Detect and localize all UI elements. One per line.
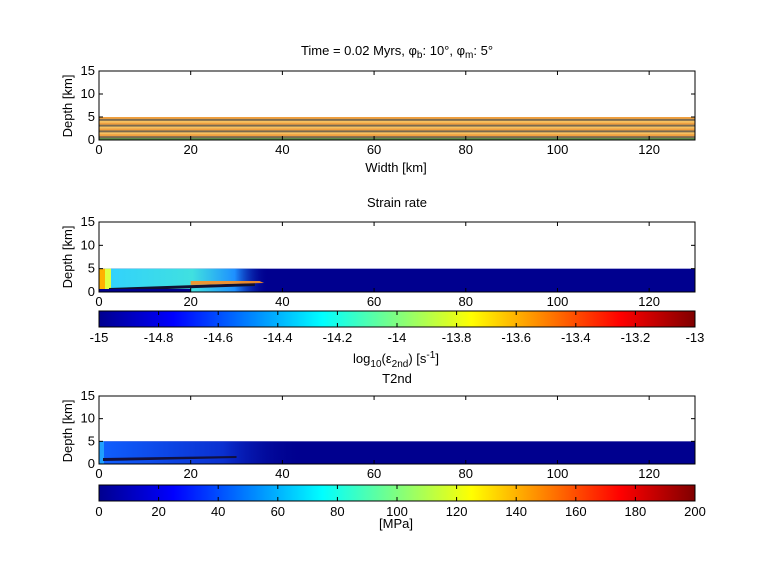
basal-layer [99,138,695,140]
y-tick-label: 10 [81,237,95,252]
y-tick-label: 10 [81,411,95,426]
y-tick-label: 5 [88,109,95,124]
x-tick-label: 80 [459,294,473,309]
x-tick-label: 60 [367,142,381,157]
x-tick-label: 120 [638,294,660,309]
x-tick-label: 80 [459,142,473,157]
colorbar-tick-label: -13.4 [561,330,591,345]
y-tick-label: 0 [88,284,95,299]
colorbar-tick-label: -14.6 [203,330,233,345]
x-tick-label: 40 [275,142,289,157]
x-tick-label: 100 [547,142,569,157]
layer-band [99,117,695,120]
colorbar-tick-label: 140 [505,504,527,519]
colorbar-tick-label: -13.2 [621,330,651,345]
colorbar-tick-label: -15 [90,330,109,345]
colorbar-tick-label: 0 [95,504,102,519]
layer-band [99,122,695,126]
y-tick-label: 15 [81,388,95,403]
colorbar-tick-label: -13.8 [442,330,472,345]
layer-band [99,120,695,124]
x-tick-label: 0 [95,294,102,309]
colorbar-tick-label: -14.8 [144,330,174,345]
panel-3-title: T2nd [382,371,412,386]
stress-left-edge [99,441,104,464]
colorbar-tick-label: 20 [151,504,165,519]
x-tick-label: 120 [638,466,660,481]
x-tick-label: 0 [95,466,102,481]
panel-t2nd: T2nd 0 20 40 60 80 100 120 0 5 10 15 Depth [km] 0 2… [60,371,706,531]
strain-rate-colorbar-label: log10(ε2nd) [s-1] [353,350,439,370]
axes-frame [98,395,696,465]
y-tick-label: 5 [88,433,95,448]
x-tick-label: 20 [183,142,197,157]
y-tick-label: 5 [88,261,95,276]
layer-band [99,130,695,133]
colorbar-tick-label: -13 [686,330,705,345]
layer-band [99,118,695,122]
panel-strain-rate: Strain rate 0 20 40 60 80 100 120 0 5 10 15 Depth … [60,195,704,370]
layer-band [99,134,695,137]
y-tick-label: 10 [81,86,95,101]
layer-band [99,132,695,135]
layer-band [99,124,695,128]
colorbar-tick-label: 160 [565,504,587,519]
stress-band [103,456,237,461]
strain-left-edge [99,268,105,292]
t2nd-colorbar-label: [MPa] [379,516,413,531]
panel-2-ylabel: Depth [km] [60,226,75,289]
y-tick-label: 0 [88,456,95,471]
layer-band [99,136,695,139]
colorbar-tick-label: 60 [271,504,285,519]
y-tick-label: 15 [81,214,95,229]
colorbar-tick-label: -13.6 [501,330,531,345]
x-tick-label: 40 [275,466,289,481]
strain-base [99,289,191,292]
colorbar-tick-label: -14.4 [263,330,293,345]
panel-1-xlabel: Width [km] [365,160,426,175]
x-tick-label: 120 [638,142,660,157]
x-tick-label: 40 [275,294,289,309]
strain-rate-colorbar: -15 -14.8 -14.6 -14.4 -14.2 -14 -13.8 -13.6 -13.… [90,310,705,345]
axes-frame [98,70,696,141]
colorbar-tick-label: 120 [446,504,468,519]
colorbar-tick-label: 40 [211,504,225,519]
layer-band [99,126,695,129]
x-tick-label: 20 [183,466,197,481]
colorbar-tick-label: 180 [625,504,647,519]
strain-hot-streak [190,281,265,285]
t2nd-colorbar: 0 20 40 60 80 100 120 140 160 180 200 [95,484,706,519]
panel-1-ylabel: Depth [km] [60,75,75,138]
layer-field [99,117,695,141]
x-tick-label: 100 [547,294,569,309]
x-tick-label: 80 [459,466,473,481]
colorbar-tick-label: -14 [388,330,407,345]
y-tick-label: 15 [81,63,95,78]
t2nd-field [99,441,695,464]
axes-frame [98,221,696,293]
x-tick-label: 0 [95,142,102,157]
x-tick-label: 60 [367,466,381,481]
strain-rate-field [99,268,695,292]
colorbar-tick-label: 200 [684,504,706,519]
panel-layers: Time = 0.02 Myrs, φb: 10°, φm: 5° 0 20 40 6… [60,43,696,175]
x-tick-label: 60 [367,294,381,309]
colorbar-tick-label: -14.2 [323,330,353,345]
colorbar-tick-label: 80 [330,504,344,519]
x-tick-label: 20 [183,294,197,309]
panel-3-ylabel: Depth [km] [60,400,75,463]
x-tick-label: 100 [547,466,569,481]
stress-wedge [99,441,306,464]
strain-left-edge-2 [105,268,111,292]
colorbar-tick-label: 100 [386,504,408,519]
y-tick-label: 0 [88,132,95,147]
layer-band [99,128,695,131]
panel-1-title: Time = 0.02 Myrs, φb: 10°, φm: 5° [301,43,493,61]
panel-2-title: Strain rate [367,195,427,210]
